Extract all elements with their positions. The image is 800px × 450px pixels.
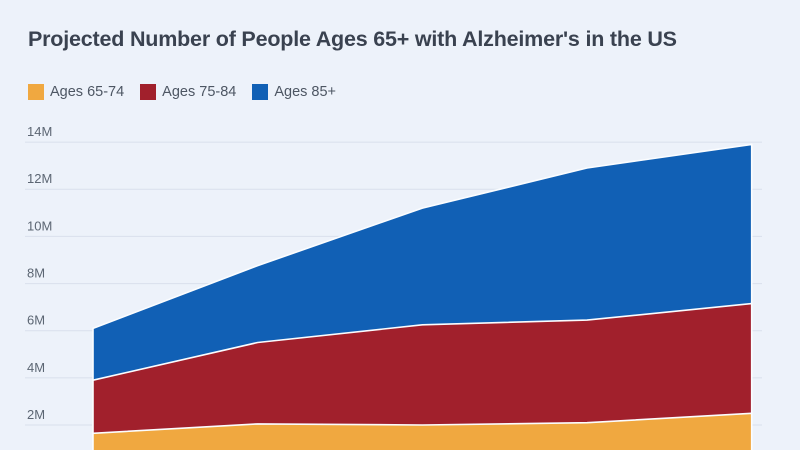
legend-swatch-ages-85-plus-icon [252,84,269,100]
y-tick-label-10M: 10M [27,218,52,233]
legend-item-ages-75-84: Ages 75-84 [140,84,236,100]
y-tick-label-2M: 2M [27,407,45,422]
legend-label-ages-85-plus: Ages 85+ [274,84,337,100]
legend-item-ages-65-74: Ages 65-74 [28,84,124,100]
legend-item-ages-85-plus: Ages 85+ [252,84,336,100]
y-tick-label-12M: 12M [27,171,52,186]
y-tick-label-14M: 14M [27,124,52,139]
legend-swatch-ages-75-84-icon [140,84,157,100]
legend: Ages 65-74 Ages 75-84 Ages 85+ [28,84,336,100]
area-ages-65-74 [92,412,753,450]
legend-swatch-ages-65-74-icon [28,84,44,100]
chart-title: Projected Number of People Ages 65+ with… [28,27,677,51]
y-tick-label-4M: 4M [27,360,45,375]
legend-label-ages-65-74: Ages 65-74 [50,84,125,100]
legend-label-ages-75-84: Ages 75-84 [162,84,237,100]
y-tick-label-8M: 8M [27,266,45,281]
area-ages-75-84 [92,302,753,450]
y-tick-label-6M: 6M [27,313,45,328]
